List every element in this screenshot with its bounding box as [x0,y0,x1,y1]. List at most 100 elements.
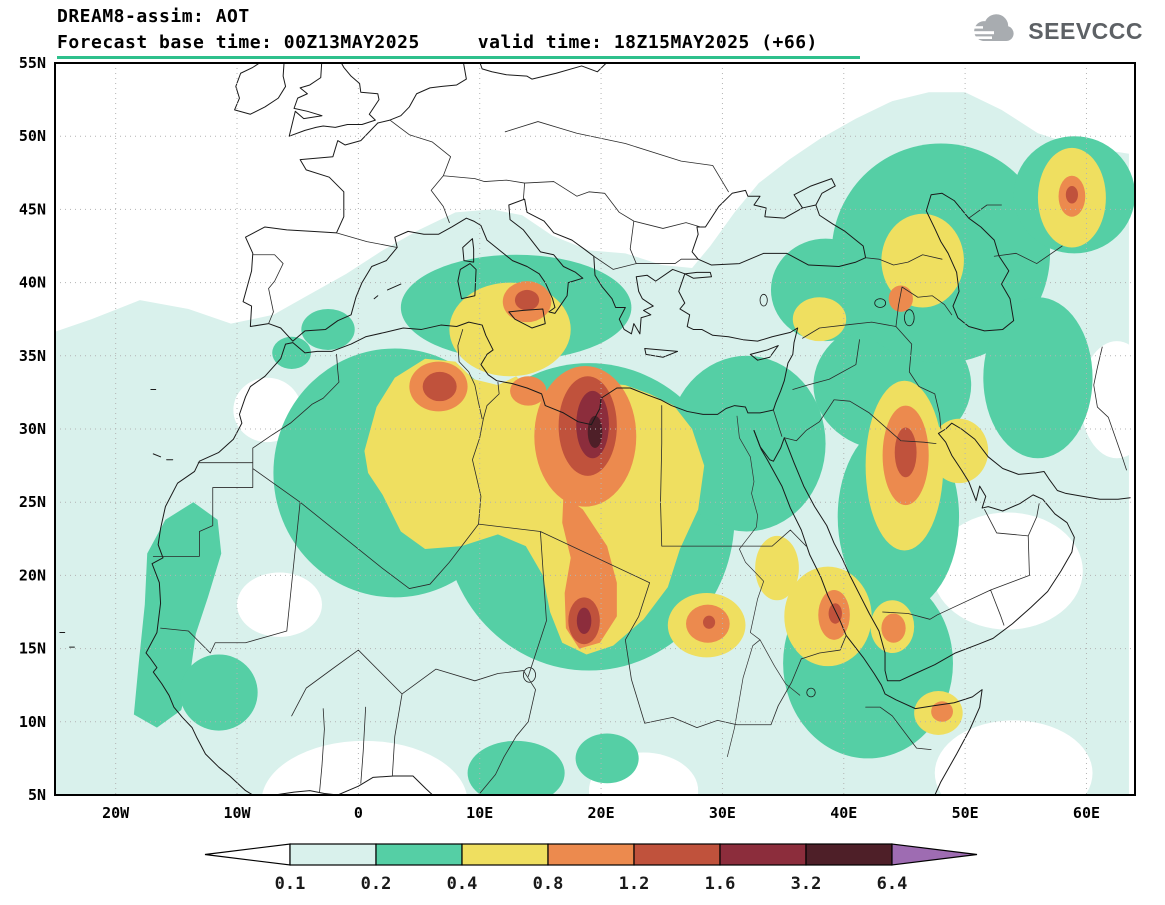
cloud-icon [967,14,1014,42]
colorbar-boundary-label: 0.8 [533,874,564,894]
colorbar-boundary-label: 0.1 [275,874,306,894]
lat-tick-label: 25N [19,493,46,511]
lon-tick-label: 40E [830,804,857,822]
coast-atlantic-islands [60,389,173,647]
aot-region-0p8 [931,701,953,722]
aot-hole-arabia [932,512,1083,630]
coast-arabia-gulf [784,423,1130,681]
aot-region-0p8 [888,285,913,312]
lon-tick-label: 20E [588,804,615,822]
country-borders [153,120,1126,796]
coast-north-sea-baltic [378,59,611,123]
lake-chad [523,668,535,683]
coast-europe-africa [146,123,798,804]
aot-region-0p2 [983,297,1093,459]
lake-tuz [760,294,767,306]
lon-tick-label: 0 [354,804,363,822]
nile-river [727,416,800,757]
lake-van [875,299,886,308]
lat-tick-label: 15N [19,640,46,658]
lon-tick-label: 30E [709,804,736,822]
colorbar-boundary-label: 0.4 [447,874,478,894]
aot-region-1p2 [514,289,540,311]
lat-tick-label: 50N [19,127,46,145]
lat-tick-label: 30N [19,420,46,438]
aot-region-3p2 [587,415,603,449]
map-frame [54,62,1136,796]
aot-region-0p2 [301,308,355,350]
aot-hole-sahel [237,572,322,637]
lat-tick-label: 5N [28,786,46,804]
aot-region-1p2 [1065,185,1078,204]
coast-ireland [235,59,286,115]
logo-text: SEEVCCC [1028,17,1143,44]
lake-tana [807,688,815,697]
colorbar-arrow-high [891,843,978,866]
valid-time: valid time: 18Z15MAY2025 (+66) [477,32,818,53]
lakes [523,294,914,697]
colorbar-boundary-label: 6.4 [877,874,908,894]
title-underline [57,56,860,59]
colorbar-cell [719,843,807,866]
aot-region-0p8 [881,613,906,643]
aot-contour-fills [55,92,1135,795]
colorbar-cell [375,843,463,866]
lon-tick-label: 50E [952,804,979,822]
colorbar-cell [289,843,377,866]
aot-hole-somalia [934,720,1093,795]
colorbar-boundary-label: 3.2 [791,874,822,894]
aot-region-0p4 [881,213,964,308]
aot-region-0p8 [510,376,547,406]
aot-region-1p2 [894,427,917,478]
aot-hole-guinea [262,740,467,795]
coast-black-sea [685,179,866,279]
aot-region-0p2 [575,733,639,784]
lon-tick-label: 10W [223,804,251,822]
colorbar-boundary-label: 0.2 [361,874,392,894]
lon-tick-label: 20W [102,804,130,822]
coast-islands-med [374,239,778,361]
coast-great-britain [289,59,379,137]
aot-region-0p4 [792,297,847,342]
colorbar-cell [805,843,893,866]
forecast-base-time: Forecast base time: 00Z13MAY2025 [57,32,420,53]
colorbar-cell [547,843,635,866]
aot-region-0p2 [272,336,312,369]
lat-tick-label: 35N [19,347,46,365]
seevccc-logo: SEEVCCC [967,14,1143,48]
coast-caspian-sea [926,193,1013,331]
coast-sinai [754,430,784,461]
colorbar-legend: 0.1 0.2 0.4 0.8 1.2 1.6 3.2 6.4 [204,843,978,894]
colorbar-cell [461,843,549,866]
gridlines [55,63,1135,795]
aot-region-1p2 [422,371,457,402]
aot-hole-east [1080,341,1135,459]
colorbar-arrow-low [204,843,291,866]
aot-region-1p6 [576,607,592,634]
colorbar-cell [633,843,721,866]
aot-region-1p2 [703,615,716,629]
colorbar-boundary-label: 1.2 [619,874,650,894]
aot-region-0p2 [179,654,258,731]
lat-tick-label: 20N [19,566,46,584]
lat-tick-label: 10N [19,713,46,731]
lat-tick-label: 55N [19,54,46,72]
lon-tick-label: 10E [466,804,493,822]
coast-red-sea-africa-somalia [754,430,982,797]
colorbar-boundary-label: 1.6 [705,874,736,894]
header: DREAM8-assim: AOT Forecast base time: 00… [57,6,860,59]
aot-region-0p2 [667,355,826,532]
aot-region-0p2 [467,740,565,795]
lat-tick-label: 40N [19,274,46,292]
coastlines [60,59,1130,804]
lat-tick-label: 45N [19,200,46,218]
aot-region-0p4 [755,535,799,601]
page-title: DREAM8-assim: AOT [57,6,250,27]
axis-labels: 55N 50N 45N 40N 35N 30N 25N 20N 15N 10N 5N 20W 10W 0 1… [19,54,1100,822]
aot-region-0p2 [133,502,222,728]
lon-tick-label: 60E [1073,804,1100,822]
lake-urmia [904,310,914,326]
aot-region-0p4 [929,418,989,484]
